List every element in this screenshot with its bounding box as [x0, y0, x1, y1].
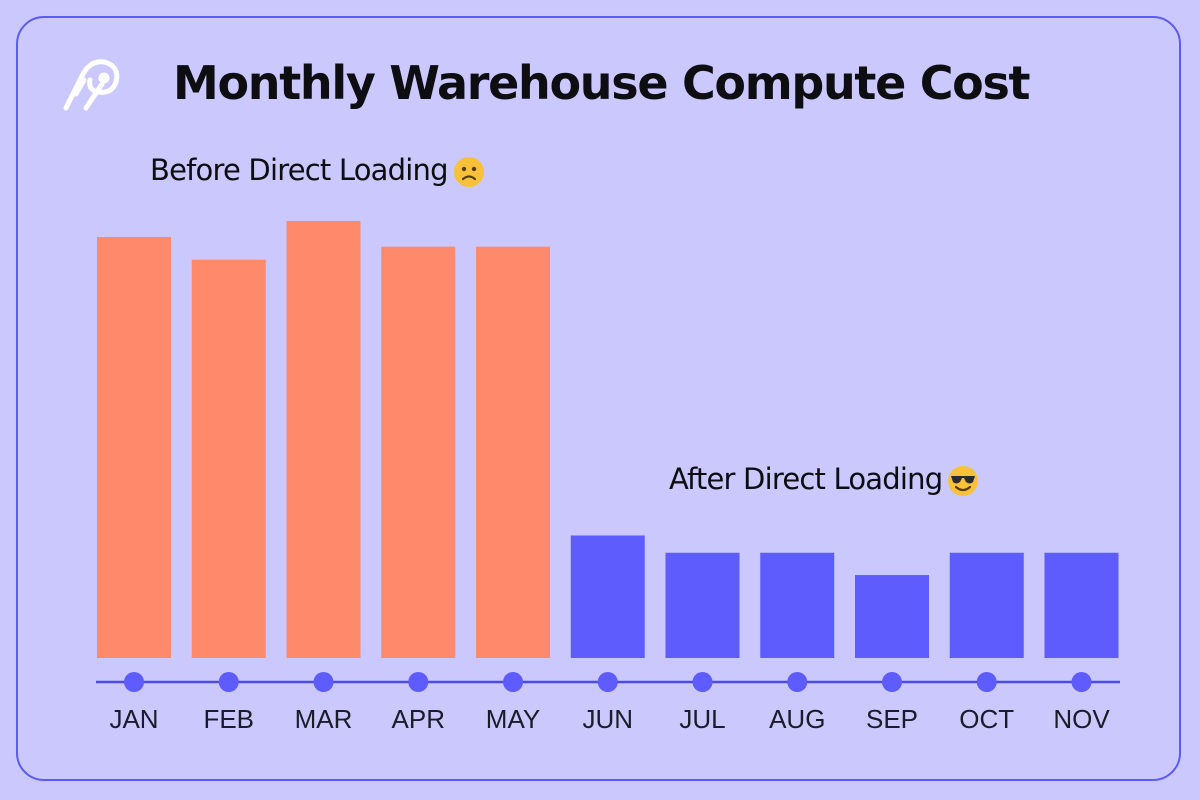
bar-jul	[665, 552, 740, 658]
bar-sep	[855, 575, 929, 658]
bar-oct	[949, 552, 1024, 658]
axis-marker-nov	[1071, 672, 1092, 692]
axis-marker-oct	[976, 672, 997, 692]
tick-label-apr: APR	[392, 704, 445, 734]
after-annotation: After Direct Loading	[669, 461, 980, 498]
bar-feb	[191, 259, 266, 658]
chart-title: Monthly Warehouse Compute Cost	[173, 56, 1031, 110]
tick-label-sep: SEP	[866, 704, 918, 734]
axis-marker-feb	[218, 672, 239, 692]
airbyte-logo-icon	[63, 59, 120, 111]
bar-may	[476, 246, 550, 659]
before-annotation-text: Before Direct Loading	[150, 153, 449, 187]
bar-aug	[760, 552, 835, 658]
after-annotation-text: After Direct Loading	[669, 462, 943, 496]
axis-marker-apr	[408, 672, 429, 692]
smiling-face-with-sunglasses-emoji	[948, 466, 979, 496]
bar-apr	[381, 246, 456, 659]
slightly-frowning-face-emoji	[453, 157, 484, 187]
axis-marker-sep	[882, 672, 902, 692]
bar-mar	[286, 221, 361, 658]
bar-jan	[97, 237, 171, 658]
tick-label-aug: AUG	[769, 704, 825, 734]
before-annotation: Before Direct Loading	[150, 152, 486, 189]
axis-marker-jul	[692, 672, 713, 692]
axis-marker-jun	[597, 672, 618, 692]
bar-jun	[570, 535, 645, 658]
tick-label-mar: MAR	[295, 704, 353, 734]
axis-marker-jan	[124, 672, 144, 692]
tick-label-nov: NOV	[1053, 704, 1110, 734]
tick-label-jan: JAN	[109, 704, 158, 734]
tick-label-feb: FEB	[203, 704, 254, 734]
axis-marker-aug	[787, 672, 808, 692]
axis-marker-may	[503, 672, 523, 692]
tick-label-jul: JUL	[679, 704, 725, 734]
tick-label-may: MAY	[486, 704, 540, 734]
tick-label-oct: OCT	[959, 704, 1014, 734]
axis-marker-mar	[313, 672, 334, 692]
tick-label-jun: JUN	[582, 704, 633, 734]
bar-nov	[1044, 552, 1119, 658]
chart-card	[16, 16, 1181, 781]
